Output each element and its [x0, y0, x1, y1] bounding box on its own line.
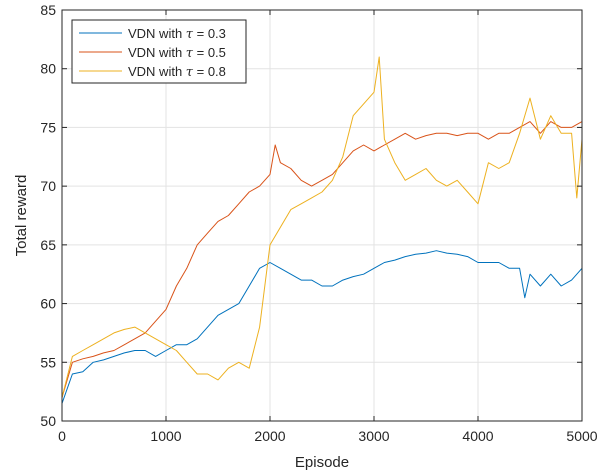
legend-label-2: VDN with τ = 0.8	[128, 64, 226, 80]
y-tick-label: 75	[40, 119, 56, 135]
y-tick-label: 60	[40, 296, 56, 312]
x-tick-label: 0	[58, 428, 66, 444]
x-tick-label: 4000	[462, 428, 493, 444]
x-tick-labels: 0 1000 2000 3000 4000 5000	[58, 428, 598, 444]
y-tick-label: 55	[40, 354, 56, 370]
y-axis-label: Total reward	[13, 175, 30, 257]
x-tick-label: 1000	[150, 428, 181, 444]
axes-box	[61, 9, 583, 422]
legend: VDN with τ = 0.3 VDN with τ = 0.5 VDN with…	[71, 19, 247, 84]
ticks	[61, 9, 583, 422]
x-tick-label: 3000	[358, 428, 389, 444]
y-tick-label: 85	[40, 2, 56, 18]
x-tick-label: 5000	[566, 428, 597, 444]
x-axis-label: Episode	[295, 454, 349, 471]
series-line-2	[61, 56, 583, 398]
series-line-0	[61, 250, 583, 404]
series-line-1	[61, 121, 583, 398]
y-tick-label: 80	[40, 61, 56, 77]
legend-label-0: VDN with τ = 0.3	[128, 26, 226, 42]
y-tick-label: 65	[40, 237, 56, 253]
y-tick-labels: 50 55 60 65 70 75 80 85	[40, 2, 56, 429]
x-tick-label: 2000	[254, 428, 285, 444]
series-lines	[61, 56, 583, 404]
y-tick-label: 70	[40, 178, 56, 194]
legend-label-1: VDN with τ = 0.5	[128, 45, 226, 61]
y-tick-label: 50	[40, 413, 56, 429]
